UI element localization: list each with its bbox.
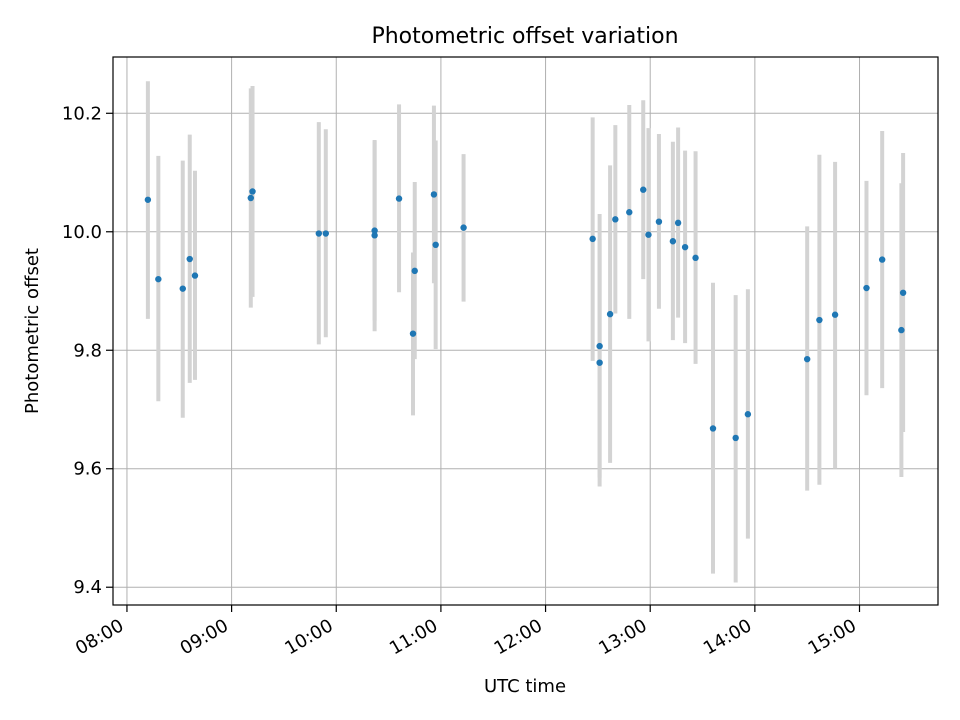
data-point xyxy=(655,218,663,225)
x-tick-label: 08:00 xyxy=(72,615,127,659)
data-point xyxy=(596,342,603,350)
data-point xyxy=(395,195,403,202)
data-point xyxy=(606,310,614,318)
data-point xyxy=(144,196,152,203)
data-point xyxy=(186,255,193,263)
data-point xyxy=(692,254,699,262)
data-point xyxy=(681,243,689,251)
x-tick-label: 09:00 xyxy=(177,615,232,659)
data-point xyxy=(249,188,256,195)
data-point xyxy=(315,230,323,237)
x-axis-ticks: 08:00 09:00 10:00 11:00 12:00 13:00 14:00 15:00 xyxy=(72,605,861,659)
y-tick-label: 10.0 xyxy=(62,222,102,243)
x-tick-label: 11:00 xyxy=(386,615,441,659)
data-point xyxy=(612,216,619,223)
data-point xyxy=(732,434,739,442)
plot-frame xyxy=(112,56,939,606)
data-point xyxy=(709,425,717,432)
chart-title: Photometric offset variation xyxy=(371,24,678,49)
data-point xyxy=(640,186,647,193)
x-tick-label: 10:00 xyxy=(281,615,336,659)
data-point xyxy=(674,219,682,227)
data-point xyxy=(899,289,907,296)
y-axis-ticks: 9.4 9.6 9.8 10.0 10.2 xyxy=(62,103,113,598)
x-tick-label: 14:00 xyxy=(700,615,755,659)
data-point xyxy=(371,227,378,234)
data-points xyxy=(144,186,907,442)
y-axis-label: Photometric offset xyxy=(22,248,43,414)
data-point xyxy=(409,330,417,337)
data-point xyxy=(863,284,870,292)
x-axis-label: UTC time xyxy=(484,676,566,697)
grid-lines xyxy=(113,57,938,605)
y-tick-label: 10.2 xyxy=(62,103,102,124)
data-point xyxy=(432,241,439,249)
data-point xyxy=(898,326,905,334)
data-point xyxy=(179,285,186,292)
data-point xyxy=(247,194,254,202)
data-point xyxy=(155,275,162,283)
y-tick-label: 9.6 xyxy=(73,459,102,480)
data-point xyxy=(669,238,677,245)
data-point xyxy=(411,267,418,275)
x-tick-label: 12:00 xyxy=(491,615,546,659)
data-point xyxy=(626,209,633,216)
data-point xyxy=(430,191,438,198)
data-point xyxy=(322,230,329,237)
data-point xyxy=(589,235,596,243)
data-point xyxy=(816,316,823,324)
data-point xyxy=(371,232,378,239)
data-point xyxy=(191,272,199,279)
data-point xyxy=(803,355,811,363)
data-point xyxy=(460,224,467,231)
data-point xyxy=(596,359,603,366)
error-bars xyxy=(145,81,906,583)
data-point xyxy=(831,311,839,318)
data-point xyxy=(878,256,886,263)
y-tick-label: 9.8 xyxy=(73,340,102,361)
y-tick-label: 9.4 xyxy=(73,577,102,598)
data-point xyxy=(645,231,652,238)
x-tick-label: 15:00 xyxy=(805,615,860,659)
data-point xyxy=(744,411,752,418)
x-tick-label: 13:00 xyxy=(595,615,650,659)
